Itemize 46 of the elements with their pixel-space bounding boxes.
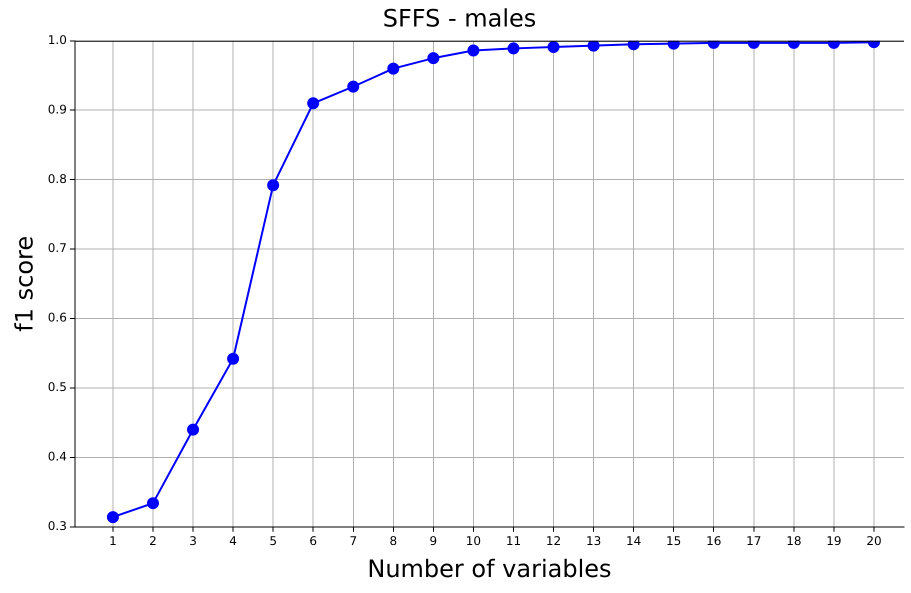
point	[187, 424, 200, 436]
y-axis-title: f1 score	[10, 236, 39, 332]
x-tick-label: 6	[309, 534, 318, 548]
point	[668, 40, 680, 50]
chart-title: SFFS - males	[382, 4, 536, 33]
y-tick-label: 0.3	[48, 518, 67, 533]
x-tick-label: 11	[506, 534, 522, 548]
x-tick-label: 16	[706, 534, 722, 548]
point	[347, 80, 360, 93]
point	[267, 179, 280, 192]
x-tick-label: 2	[149, 534, 157, 548]
x-tick-label: 15	[666, 534, 682, 548]
x-tick-label: 8	[389, 534, 398, 548]
y-tick-label: 0.9	[48, 102, 67, 116]
y-tick-label: 1.0	[48, 32, 67, 47]
x-axis-title: Number of variables	[367, 554, 612, 583]
x-tick-label: 20	[866, 534, 882, 548]
point	[628, 40, 640, 50]
x-tick-label: 5	[269, 534, 277, 548]
point	[106, 511, 119, 524]
point	[507, 42, 520, 54]
point	[146, 497, 159, 510]
x-tick-label: 19	[826, 534, 842, 548]
y-tick-label: 0.6	[48, 310, 67, 325]
point	[307, 97, 320, 110]
y-tick-label: 0.8	[48, 172, 67, 186]
point	[427, 52, 440, 64]
x-tick-label: 1	[109, 534, 117, 548]
y-tick-label: 0.4	[48, 449, 67, 464]
y-tick-label: 0.5	[48, 380, 67, 394]
point	[588, 40, 600, 52]
x-tick-label: 10	[466, 534, 482, 548]
point	[227, 352, 240, 365]
x-tick-label: 3	[189, 534, 197, 548]
x-tick-label: 14	[626, 534, 642, 548]
x-tick-label: 18	[786, 534, 802, 548]
y-tick-label: 0.7	[48, 241, 67, 256]
x-tick-label: 17	[746, 534, 762, 548]
x-tick-label: 4	[229, 534, 237, 548]
point	[387, 62, 400, 75]
x-tick-label: 9	[430, 534, 438, 548]
x-tick-label: 12	[546, 534, 562, 548]
x-tick-label: 7	[349, 534, 358, 548]
point	[467, 44, 480, 57]
point	[548, 41, 560, 54]
x-tick-label: 13	[586, 534, 602, 548]
